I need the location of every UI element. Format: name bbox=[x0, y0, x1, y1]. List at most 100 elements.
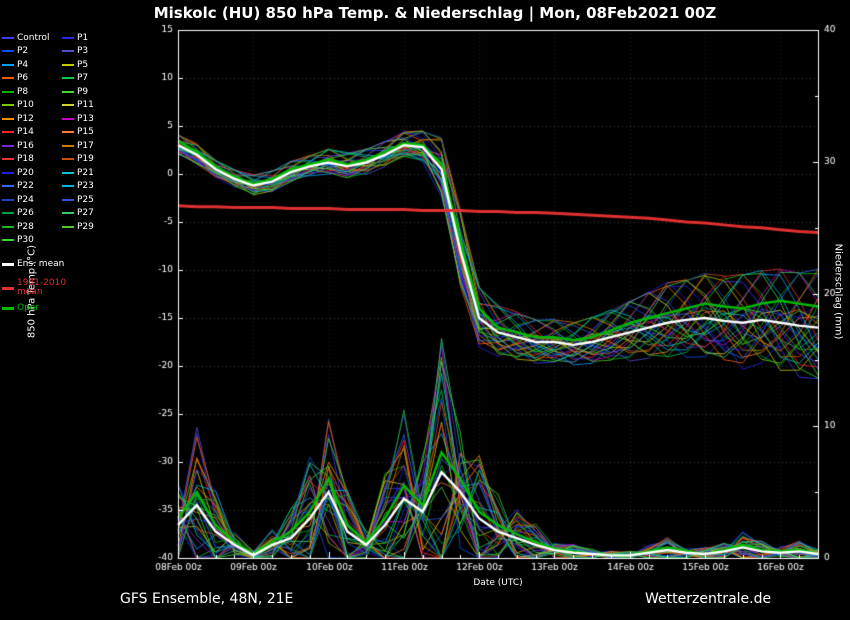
legend-item-p7: P7 bbox=[62, 72, 94, 86]
member-swatch bbox=[2, 63, 14, 66]
member-label: P15 bbox=[77, 127, 94, 138]
legend-item-control: Control bbox=[2, 31, 50, 45]
legend-column-1: Control P2 P4 P6 P8 P10 P12 P14 P16 P18 P20 P22 P24 P… bbox=[2, 31, 50, 247]
member-label: P29 bbox=[77, 221, 94, 232]
chart-title: Miskolc (HU) 850 hPa Temp. & Niederschla… bbox=[153, 4, 717, 22]
member-swatch bbox=[62, 144, 74, 147]
climate-mean-label: 1981-2010 mean bbox=[17, 278, 67, 297]
member-swatch bbox=[2, 225, 14, 228]
member-label: P27 bbox=[77, 208, 94, 219]
member-swatch bbox=[62, 50, 74, 53]
member-swatch bbox=[2, 212, 14, 215]
legend-item-p25: P25 bbox=[62, 193, 94, 207]
member-swatch bbox=[2, 239, 14, 242]
member-label: P22 bbox=[17, 181, 34, 192]
member-label: P5 bbox=[77, 59, 89, 70]
legend-item-p6: P6 bbox=[2, 72, 50, 86]
member-swatch bbox=[62, 158, 74, 161]
member-swatch bbox=[2, 144, 14, 147]
member-swatch bbox=[2, 158, 14, 161]
member-label: P23 bbox=[77, 181, 94, 192]
legend-item-p18: P18 bbox=[2, 153, 50, 167]
member-label: P7 bbox=[77, 73, 89, 84]
member-swatch bbox=[2, 36, 14, 39]
x-axis-label: Date (UTC) bbox=[473, 578, 523, 588]
legend-item-p22: P22 bbox=[2, 180, 50, 194]
climate-mean-swatch bbox=[2, 286, 14, 290]
legend-item-p16: P16 bbox=[2, 139, 50, 153]
member-label: Control bbox=[17, 32, 50, 43]
member-swatch bbox=[2, 171, 14, 174]
member-swatch bbox=[62, 90, 74, 93]
legend-item-oper: Oper bbox=[2, 303, 39, 313]
member-label: P21 bbox=[77, 167, 94, 178]
legend-item-p21: P21 bbox=[62, 166, 94, 180]
legend-item-p9: P9 bbox=[62, 85, 94, 99]
member-swatch bbox=[62, 104, 74, 107]
legend-item-p20: P20 bbox=[2, 166, 50, 180]
member-swatch bbox=[62, 77, 74, 80]
member-label: P13 bbox=[77, 113, 94, 124]
member-swatch bbox=[62, 117, 74, 120]
member-swatch bbox=[62, 171, 74, 174]
member-label: P4 bbox=[17, 59, 29, 70]
member-swatch bbox=[2, 104, 14, 107]
member-label: P18 bbox=[17, 154, 34, 165]
member-swatch bbox=[2, 198, 14, 201]
legend-item-p10: P10 bbox=[2, 99, 50, 113]
member-label: P30 bbox=[17, 235, 34, 246]
member-swatch bbox=[2, 117, 14, 120]
member-label: P8 bbox=[17, 86, 29, 97]
member-label: P17 bbox=[77, 140, 94, 151]
legend-item-p19: P19 bbox=[62, 153, 94, 167]
member-label: P1 bbox=[77, 32, 89, 43]
member-swatch bbox=[2, 50, 14, 53]
member-label: P6 bbox=[17, 73, 29, 84]
member-label: P16 bbox=[17, 140, 34, 151]
legend-item-p30: P30 bbox=[2, 234, 50, 248]
member-label: P24 bbox=[17, 194, 34, 205]
member-label: P2 bbox=[17, 46, 29, 57]
legend-item-p11: P11 bbox=[62, 99, 94, 113]
member-swatch bbox=[62, 63, 74, 66]
legend-column-2: P1 P3 P5 P7 P9 P11 P13 P15 P17 P19 P21 P23 P25 P27 P29 bbox=[62, 31, 94, 234]
legend-item-p1: P1 bbox=[62, 31, 94, 45]
legend-item-ens-mean: Ens. mean bbox=[2, 259, 64, 269]
member-label: P14 bbox=[17, 127, 34, 138]
ens-mean-swatch bbox=[2, 262, 14, 266]
member-label: P12 bbox=[17, 113, 34, 124]
legend-item-p17: P17 bbox=[62, 139, 94, 153]
member-label: P10 bbox=[17, 100, 34, 111]
legend-item-p2: P2 bbox=[2, 45, 50, 59]
legend-item-p29: P29 bbox=[62, 220, 94, 234]
member-label: P26 bbox=[17, 208, 34, 219]
member-swatch bbox=[2, 131, 14, 134]
legend-item-p5: P5 bbox=[62, 58, 94, 72]
member-swatch bbox=[2, 185, 14, 188]
legend-item-p27: P27 bbox=[62, 207, 94, 221]
member-swatch bbox=[62, 131, 74, 134]
model-info-label: GFS Ensemble, 48N, 21E bbox=[120, 591, 294, 607]
member-swatch bbox=[2, 90, 14, 93]
legend-item-climate-mean: 1981-2010 mean bbox=[2, 279, 66, 297]
legend-item-p14: P14 bbox=[2, 126, 50, 140]
legend-item-p28: P28 bbox=[2, 220, 50, 234]
member-label: P20 bbox=[17, 167, 34, 178]
legend-item-p8: P8 bbox=[2, 85, 50, 99]
member-swatch bbox=[62, 36, 74, 39]
member-label: P11 bbox=[77, 100, 94, 111]
legend-item-p24: P24 bbox=[2, 193, 50, 207]
legend-item-p15: P15 bbox=[62, 126, 94, 140]
legend-item-p3: P3 bbox=[62, 45, 94, 59]
member-swatch bbox=[62, 212, 74, 215]
ens-mean-label: Ens. mean bbox=[17, 259, 65, 269]
member-label: P28 bbox=[17, 221, 34, 232]
member-label: P9 bbox=[77, 86, 89, 97]
legend-item-p23: P23 bbox=[62, 180, 94, 194]
oper-swatch bbox=[2, 306, 14, 310]
right-axis-label: Niederschlag (mm) bbox=[832, 243, 844, 340]
member-swatch bbox=[62, 185, 74, 188]
legend-item-p13: P13 bbox=[62, 112, 94, 126]
